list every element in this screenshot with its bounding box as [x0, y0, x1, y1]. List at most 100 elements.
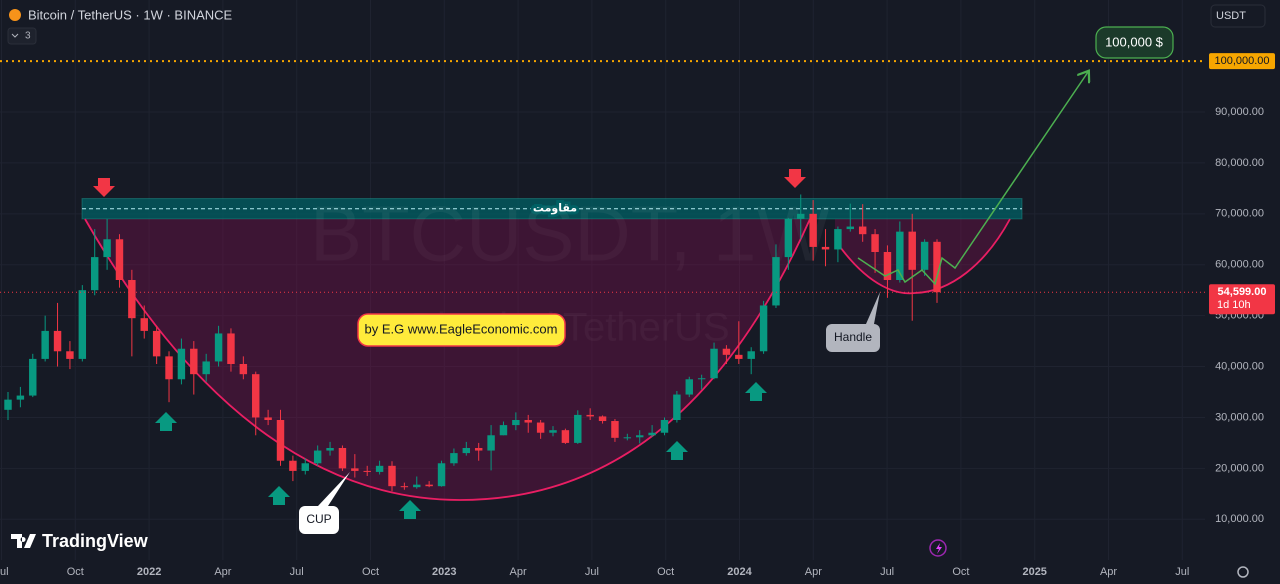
candle-body: [115, 239, 124, 280]
candle-body: [524, 420, 532, 423]
candle-body: [450, 453, 458, 464]
candle-body: [908, 231, 916, 270]
candle-body: [177, 348, 186, 380]
cup-pointer: [318, 472, 350, 506]
target-annotation: 100,000 $: [1105, 34, 1164, 49]
candle-body: [53, 330, 62, 352]
x-tick-label: Jul: [880, 566, 894, 578]
projection-arrow: [857, 72, 1088, 286]
candle-body: [611, 421, 619, 438]
candle-body: [896, 231, 904, 280]
candle-body: [388, 465, 396, 487]
candle-body: [871, 234, 879, 252]
candle-body: [326, 448, 334, 451]
candle-body: [549, 430, 557, 433]
x-tick-label: 2022: [137, 566, 161, 578]
event-bolt: [936, 543, 942, 554]
candle-body: [264, 417, 272, 420]
candle-body: [152, 330, 161, 357]
chevron: [11, 33, 19, 38]
x-tick-label: 2023: [432, 566, 456, 578]
target-price-label: 100,000.00: [1214, 55, 1269, 67]
candle-body: [697, 378, 706, 380]
x-tick-label: Oct: [952, 566, 969, 578]
x-tick-label: Jul: [290, 566, 304, 578]
candle-body: [214, 333, 223, 362]
candle-body: [735, 354, 743, 359]
header: Bitcoin / TetherUS · 1W · BINANCE 3: [7, 7, 233, 45]
candle-body: [289, 460, 297, 471]
candle-body: [78, 290, 87, 359]
candle-body: [128, 280, 136, 319]
candle-body: [673, 394, 681, 420]
candle-body: [140, 318, 148, 331]
candle-body: [239, 364, 248, 375]
candle-body: [574, 414, 582, 443]
candle-body: [598, 416, 607, 422]
candle-body: [413, 484, 421, 488]
candle-body: [623, 437, 632, 439]
currency-button[interactable]: [1210, 4, 1266, 28]
candle-body: [474, 448, 483, 451]
candle-body: [858, 226, 867, 235]
candle-body: [252, 374, 260, 418]
chart-title: Bitcoin / TetherUS · 1W · BINANCE: [28, 7, 233, 22]
target-price-box: [1209, 53, 1275, 70]
candle-body: [313, 450, 322, 464]
x-tick-label: Jul: [585, 566, 599, 578]
last-price-box: [1209, 284, 1275, 315]
candle-body: [499, 425, 508, 436]
x-tick-label: Apr: [1100, 566, 1117, 578]
indicator-count: 3: [25, 31, 31, 42]
candle-body: [400, 486, 409, 488]
candle-body: [809, 213, 817, 247]
candle-body: [797, 213, 805, 219]
handle-label: Handle: [834, 330, 872, 344]
candle-body: [4, 399, 12, 410]
candle-body: [437, 463, 446, 487]
candle-body: [722, 348, 731, 355]
candle-body: [276, 420, 285, 461]
x-tick-label: Oct: [67, 566, 84, 578]
candle-body: [301, 463, 309, 471]
indicator-toggle[interactable]: [7, 27, 37, 45]
y-tick-label: 10,000.00: [1215, 513, 1264, 525]
credit-text: by E.G www.EagleEconomic.com: [365, 321, 558, 336]
candle-body: [710, 348, 718, 379]
candle-body: [190, 348, 198, 375]
candle-body: [846, 226, 855, 230]
handle-pointer: [866, 292, 880, 324]
y-tick-label: 90,000.00: [1215, 106, 1264, 118]
x-tick-label: 2025: [1022, 566, 1046, 578]
handle-box: [826, 324, 880, 352]
candle-body: [933, 241, 941, 293]
candle-body: [883, 252, 892, 280]
candle-body: [227, 333, 235, 364]
candle-body: [41, 330, 49, 359]
candle-body: [338, 448, 347, 469]
x-tick-label: Jul: [1175, 566, 1189, 578]
candle-body: [536, 422, 545, 433]
candle-body: [16, 395, 25, 400]
candle-body: [586, 414, 594, 417]
candle-body: [66, 351, 74, 359]
credit-box: [357, 313, 566, 347]
target-box: [1095, 26, 1174, 59]
y-tick-label: 60,000.00: [1215, 259, 1264, 271]
last-price-label: 54,599.00: [1218, 286, 1267, 298]
x-tick-label: Apr: [805, 566, 822, 578]
logo: TradingView: [11, 531, 149, 551]
candle-body: [29, 358, 37, 396]
candle-body: [375, 465, 384, 472]
handle-curve: [834, 218, 1011, 295]
candle-body: [685, 379, 693, 395]
currency-label: USDT: [1216, 10, 1246, 22]
candle-body: [648, 432, 656, 436]
settings-icon[interactable]: [1237, 566, 1249, 578]
event-icon: [929, 539, 947, 557]
y-tick-label: 80,000.00: [1215, 157, 1264, 169]
candle-body: [165, 356, 173, 380]
candle-body: [784, 218, 793, 258]
cup-fill: [85, 219, 810, 500]
